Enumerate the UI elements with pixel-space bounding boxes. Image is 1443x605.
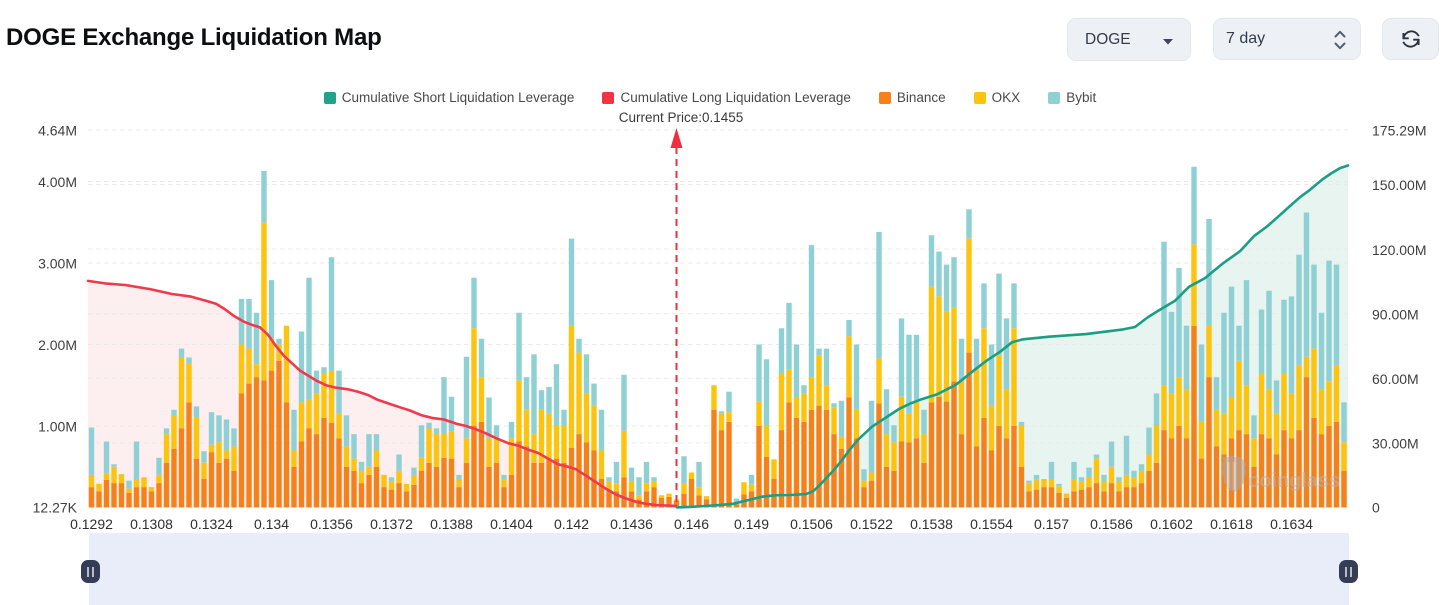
svg-text:4.00M: 4.00M xyxy=(38,174,77,190)
svg-text:0.1324: 0.1324 xyxy=(190,516,233,532)
svg-text:12.27K: 12.27K xyxy=(33,500,78,516)
svg-text:0.1404: 0.1404 xyxy=(490,516,533,532)
svg-text:90.00M: 90.00M xyxy=(1372,306,1419,322)
svg-text:120.00M: 120.00M xyxy=(1372,242,1426,258)
svg-text:0.157: 0.157 xyxy=(1034,516,1069,532)
svg-text:0.1602: 0.1602 xyxy=(1150,516,1193,532)
svg-text:175.29M: 175.29M xyxy=(1372,123,1426,139)
svg-text:0.1522: 0.1522 xyxy=(850,516,893,532)
svg-text:0.1356: 0.1356 xyxy=(310,516,353,532)
svg-text:0.1372: 0.1372 xyxy=(370,516,413,532)
svg-text:3.00M: 3.00M xyxy=(38,256,77,272)
svg-text:0.146: 0.146 xyxy=(674,516,709,532)
svg-text:coinglass: coinglass xyxy=(1248,469,1340,492)
svg-text:0.1292: 0.1292 xyxy=(70,516,113,532)
svg-text:0.1586: 0.1586 xyxy=(1090,516,1133,532)
svg-text:60.00M: 60.00M xyxy=(1372,371,1419,387)
svg-text:0.1308: 0.1308 xyxy=(130,516,173,532)
svg-text:0.1554: 0.1554 xyxy=(970,516,1013,532)
svg-text:0.1506: 0.1506 xyxy=(790,516,833,532)
svg-text:0.1634: 0.1634 xyxy=(1270,516,1313,532)
svg-text:0: 0 xyxy=(1372,500,1380,516)
svg-text:0.1618: 0.1618 xyxy=(1210,516,1253,532)
svg-text:1.00M: 1.00M xyxy=(38,419,77,435)
svg-text:0.134: 0.134 xyxy=(254,516,289,532)
svg-text:0.142: 0.142 xyxy=(554,516,589,532)
svg-text:0.1388: 0.1388 xyxy=(430,516,473,532)
svg-text:30.00M: 30.00M xyxy=(1372,436,1419,452)
svg-text:4.64M: 4.64M xyxy=(38,123,77,139)
svg-text:2.00M: 2.00M xyxy=(38,337,77,353)
svg-text:0.1538: 0.1538 xyxy=(910,516,953,532)
svg-text:0.149: 0.149 xyxy=(734,516,769,532)
svg-text:0.1436: 0.1436 xyxy=(610,516,653,532)
svg-text:150.00M: 150.00M xyxy=(1372,177,1426,193)
